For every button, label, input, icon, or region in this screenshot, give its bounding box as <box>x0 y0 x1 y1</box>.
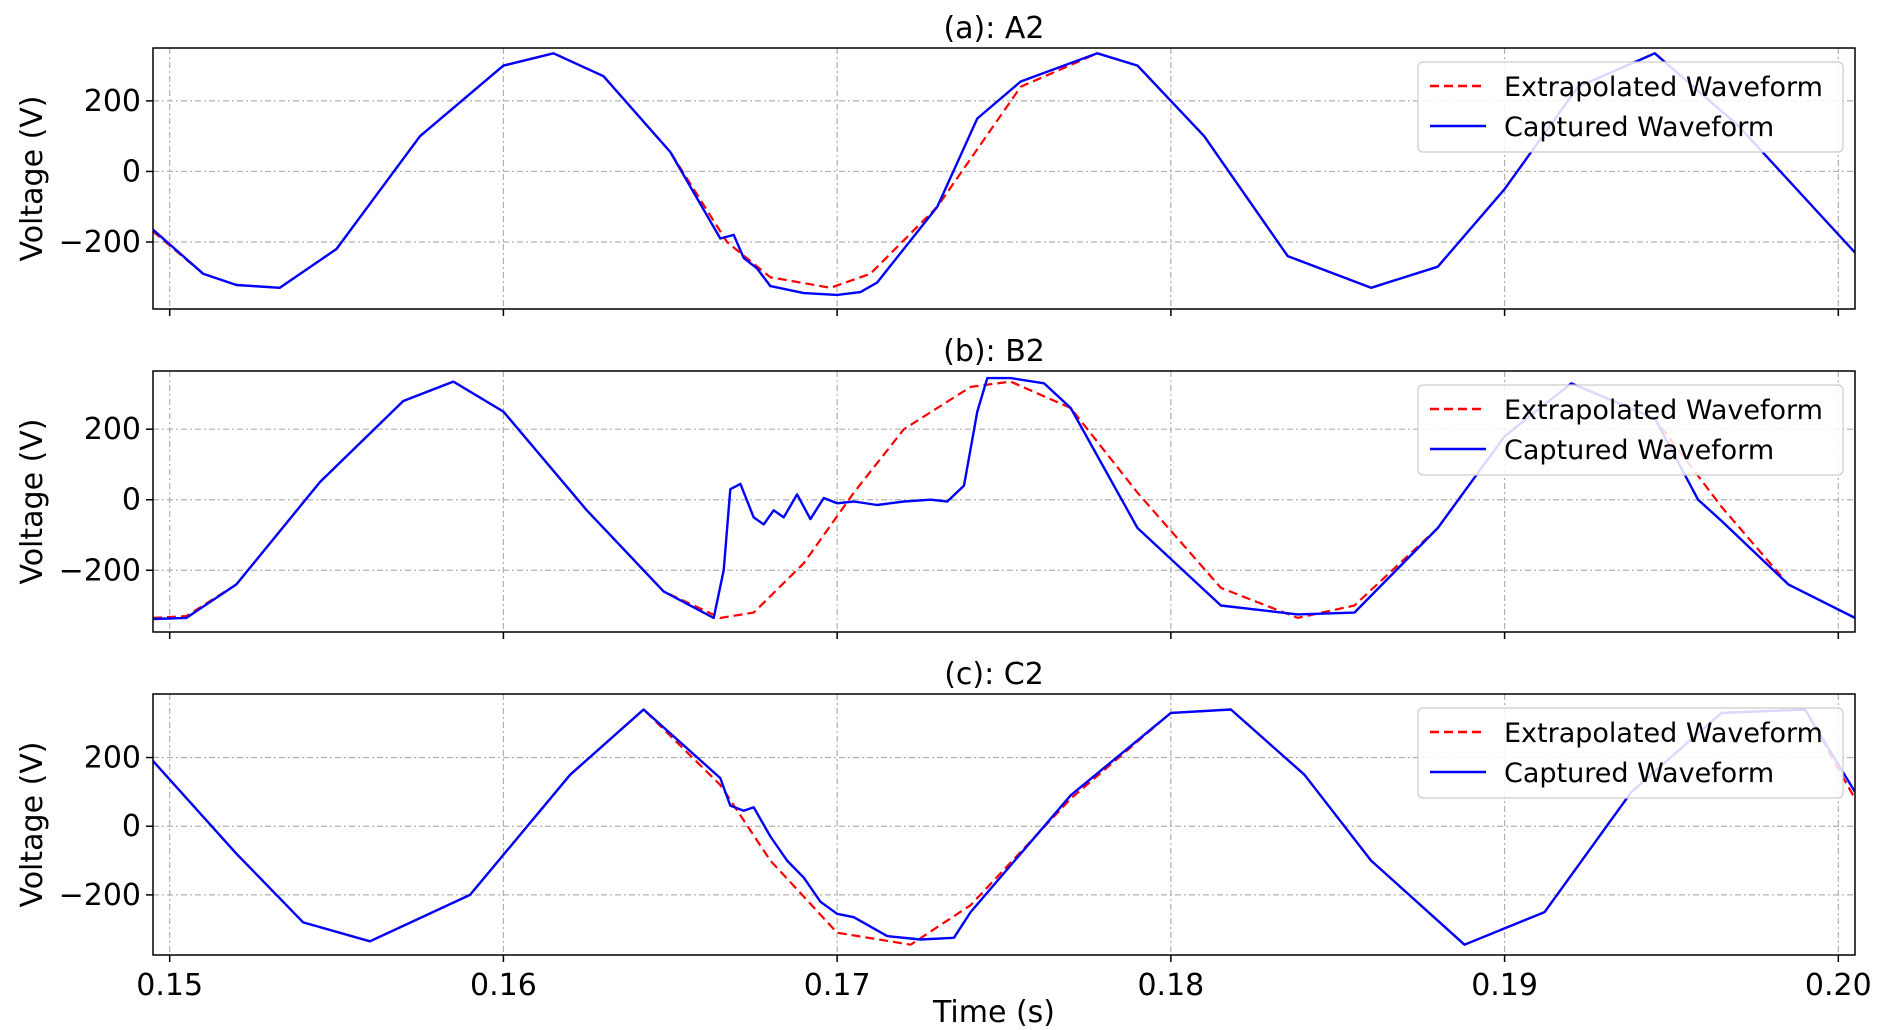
axes-frame <box>152 693 1856 956</box>
x-tick-label: 0.15 <box>136 968 203 1003</box>
panel-title: (a): A2 <box>943 11 1044 46</box>
legend-box <box>1417 61 1844 153</box>
legend: Extrapolated Waveform Captured Waveform <box>1417 707 1844 799</box>
panel-3: 0.15 0.16 0.17 0.18 0.19 0.20 −200 0 200 (c): C2 V… <box>15 657 1872 1003</box>
x-axis-label: Time (s) <box>932 995 1055 1030</box>
captured-waveform-line <box>153 52 1855 297</box>
axes-frame <box>152 370 1856 633</box>
y-tick-label: 0 <box>122 154 141 189</box>
y-axis-label: Voltage (V) <box>15 742 50 908</box>
legend: Extrapolated Waveform Captured Waveform <box>1417 384 1844 476</box>
y-tick-label: −200 <box>59 878 141 913</box>
legend-box <box>1417 707 1844 799</box>
panel-title: (b): B2 <box>943 334 1045 369</box>
x-tick-label: 0.17 <box>804 968 871 1003</box>
y-tick-label: −200 <box>59 553 141 588</box>
x-tick-label: 0.19 <box>1471 968 1538 1003</box>
axes-frame <box>152 47 1856 310</box>
legend-box <box>1417 384 1844 476</box>
legend-label: Captured Waveform <box>1504 112 1774 143</box>
x-tick-label: 0.18 <box>1137 968 1204 1003</box>
legend-label: Captured Waveform <box>1504 758 1774 789</box>
panel-1: −200 0 200 (a): A2 Voltage (V) Extrapolated W… <box>15 11 1856 316</box>
y-tick-label: 200 <box>84 412 141 447</box>
y-axis-label: Voltage (V) <box>15 96 50 262</box>
legend-label: Extrapolated Waveform <box>1504 395 1823 426</box>
captured-waveform-line <box>153 376 1855 621</box>
legend: Extrapolated Waveform Captured Waveform <box>1417 61 1844 153</box>
x-tick-label: 0.16 <box>470 968 537 1003</box>
legend-label: Extrapolated Waveform <box>1504 718 1823 749</box>
panel-2: −200 0 200 (b): B2 Voltage (V) Extrapolated W… <box>15 334 1856 639</box>
y-axis-label: Voltage (V) <box>15 419 50 585</box>
y-tick-label: 0 <box>122 809 141 844</box>
panel-title: (c): C2 <box>944 657 1044 692</box>
legend-label: Extrapolated Waveform <box>1504 72 1823 103</box>
y-tick-label: 200 <box>84 741 141 776</box>
y-tick-label: −200 <box>59 225 141 260</box>
legend-label: Captured Waveform <box>1504 435 1774 466</box>
y-tick-label: 0 <box>122 483 141 518</box>
y-tick-label: 200 <box>84 84 141 119</box>
captured-waveform-line <box>153 708 1855 946</box>
x-tick-label: 0.20 <box>1805 968 1872 1003</box>
